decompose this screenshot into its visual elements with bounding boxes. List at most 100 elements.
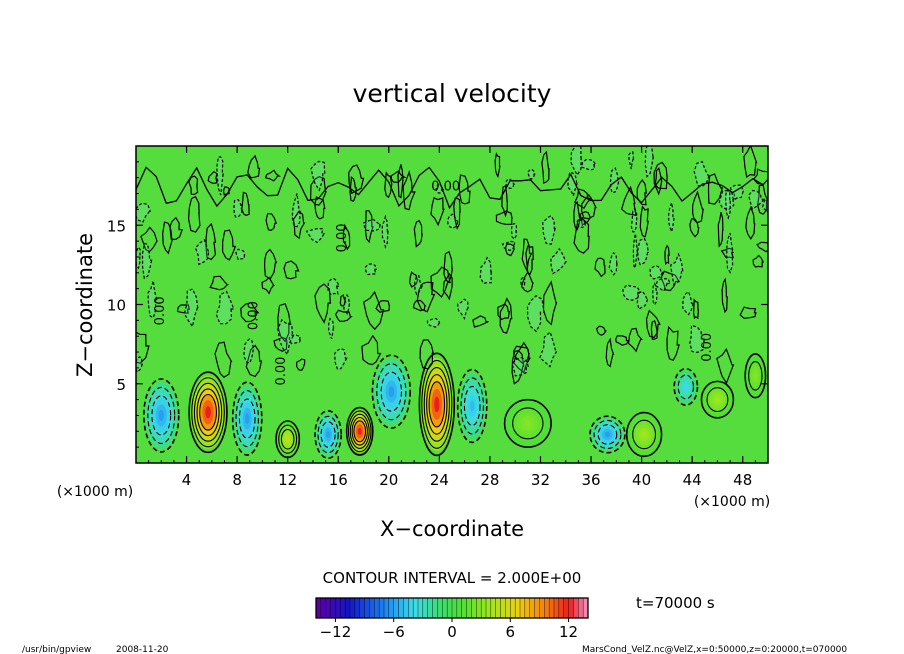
colorbar-segment bbox=[490, 597, 497, 619]
contour-line bbox=[384, 171, 393, 199]
contour-line bbox=[347, 410, 372, 453]
colorbar-tick-label: −12 bbox=[320, 623, 352, 641]
contour-line bbox=[700, 380, 735, 419]
contour-line bbox=[310, 160, 326, 192]
contour-line bbox=[510, 222, 517, 241]
contour-line bbox=[413, 219, 423, 248]
footer-date: 2008-11-20 bbox=[116, 645, 169, 654]
contour-line bbox=[589, 415, 626, 454]
contour-line bbox=[520, 270, 534, 293]
contour-line bbox=[351, 416, 368, 446]
time-label: t=70000 s bbox=[636, 594, 715, 612]
contour-line bbox=[460, 377, 484, 435]
contour-line bbox=[348, 164, 365, 195]
velocity-shade bbox=[245, 413, 250, 425]
contour-line bbox=[221, 229, 237, 261]
colorbar-segment bbox=[383, 597, 390, 619]
contour-line bbox=[216, 156, 224, 196]
colorbar-segment bbox=[539, 597, 545, 619]
x-tick-label: 40 bbox=[632, 471, 651, 489]
footer-program: /usr/bin/gpview bbox=[22, 645, 91, 654]
contour-line bbox=[199, 393, 217, 431]
contour-line bbox=[707, 173, 724, 205]
contour-line bbox=[542, 214, 556, 245]
colorbar-segment bbox=[529, 597, 536, 619]
x-tick-label: 36 bbox=[581, 471, 600, 489]
y-tick-label: 10 bbox=[107, 297, 126, 315]
contour-line bbox=[314, 196, 326, 220]
contour-line bbox=[314, 283, 332, 324]
colorbar-segment bbox=[451, 597, 458, 619]
colorbar-segment bbox=[393, 597, 400, 619]
colorbar-segment bbox=[500, 597, 506, 619]
contour-line bbox=[753, 168, 768, 186]
contour-line bbox=[442, 272, 453, 301]
contour-line bbox=[689, 218, 700, 238]
contour-line bbox=[342, 223, 351, 251]
contour-line bbox=[349, 176, 357, 202]
contour-line bbox=[380, 371, 403, 412]
colorbar-tick-label: 0 bbox=[447, 623, 457, 641]
contour-line bbox=[263, 248, 278, 280]
velocity-shade bbox=[753, 372, 757, 380]
contour-line bbox=[280, 428, 295, 450]
colorbar-segment bbox=[378, 597, 385, 619]
colorbar bbox=[315, 597, 589, 619]
colorbar-segment bbox=[369, 597, 375, 619]
contour-line bbox=[594, 257, 606, 278]
contour-line bbox=[231, 381, 263, 456]
contour-line bbox=[716, 347, 735, 385]
colorbar-segment bbox=[471, 597, 477, 619]
colorbar-segment bbox=[349, 597, 356, 619]
contour-line bbox=[632, 419, 657, 450]
contour-line bbox=[381, 214, 389, 249]
contour-line bbox=[426, 374, 448, 435]
contour-line bbox=[645, 309, 661, 339]
contour-line bbox=[296, 358, 306, 371]
contour-label: 0.00 bbox=[153, 296, 168, 325]
contour-line bbox=[748, 361, 763, 391]
contour-line bbox=[693, 160, 710, 188]
contour-line bbox=[419, 339, 434, 370]
contour-line bbox=[245, 344, 263, 378]
footer-source: MarsCond_VelZ.nc@VelZ,x=0:50000,z=0:2000… bbox=[582, 645, 847, 654]
contour-line bbox=[744, 353, 767, 399]
velocity-cell bbox=[347, 409, 372, 453]
contour-line bbox=[649, 265, 664, 280]
contour-line bbox=[205, 222, 217, 261]
colorbar-segment bbox=[456, 597, 463, 619]
contour-line bbox=[503, 398, 552, 448]
contour-line bbox=[421, 359, 453, 449]
x-axis: 4 8 12 16 20 24 28 32 36 40 44 48 bbox=[148, 146, 756, 489]
contour-line bbox=[654, 166, 663, 196]
contour-line bbox=[328, 317, 335, 339]
colorbar-tick-label: 6 bbox=[506, 623, 516, 641]
contour-line bbox=[505, 178, 516, 190]
contour-line bbox=[495, 210, 513, 225]
colorbar-segment bbox=[553, 597, 560, 619]
colorbar-segment bbox=[320, 597, 327, 619]
contour-line bbox=[539, 331, 558, 368]
contour-line bbox=[140, 226, 158, 253]
velocity-cell bbox=[190, 375, 226, 449]
contour-line bbox=[494, 152, 501, 179]
contour-line bbox=[333, 347, 348, 370]
colorbar-segment bbox=[548, 597, 555, 619]
contour-line bbox=[430, 196, 445, 227]
chart-title: vertical velocity bbox=[353, 79, 552, 108]
colorbar-segment bbox=[432, 597, 438, 619]
velocity-shade bbox=[205, 406, 211, 419]
contour-line bbox=[748, 189, 766, 211]
colorbar-segment bbox=[388, 597, 395, 619]
contour-line bbox=[334, 309, 353, 322]
contour-line bbox=[472, 315, 489, 328]
x-tick-label: 44 bbox=[683, 471, 702, 489]
contour-line bbox=[191, 377, 225, 448]
contour-line bbox=[376, 363, 407, 421]
contour-line bbox=[650, 320, 658, 341]
contour-line bbox=[188, 175, 199, 196]
colorbar-segment bbox=[480, 597, 487, 619]
contour-line bbox=[363, 218, 384, 232]
contour-line bbox=[414, 274, 424, 296]
